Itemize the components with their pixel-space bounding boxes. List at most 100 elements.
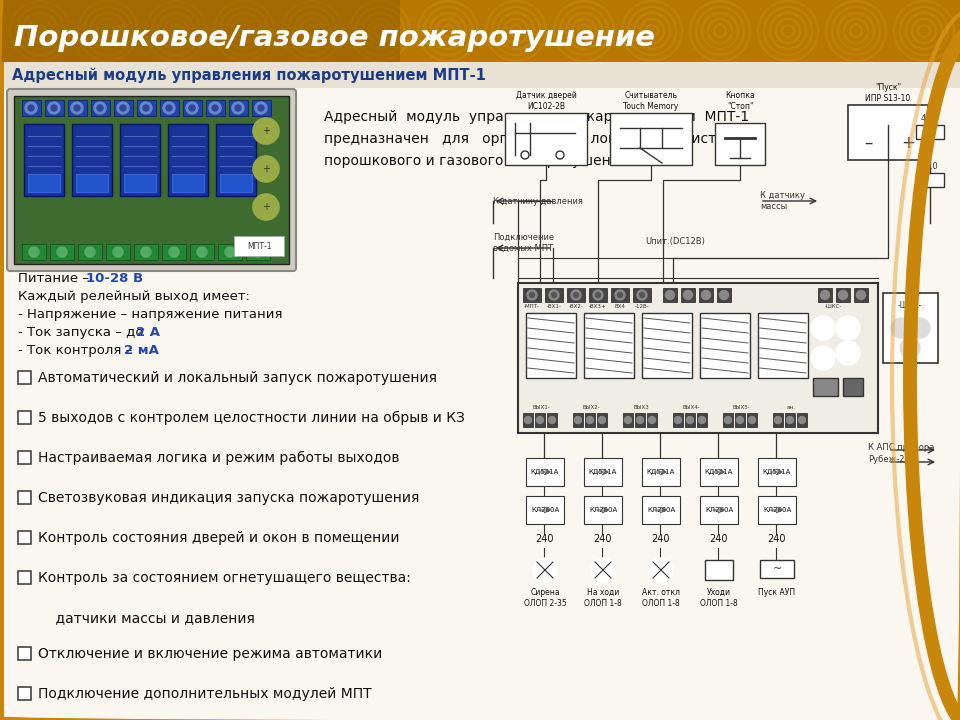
Bar — [134, 244, 158, 260]
Text: Подключение
ведомых МПТ: Подключение ведомых МПТ — [493, 233, 554, 253]
Bar — [505, 113, 587, 165]
Bar — [137, 100, 156, 116]
Circle shape — [530, 292, 535, 297]
Text: КД521А: КД521А — [763, 469, 791, 475]
Circle shape — [120, 105, 126, 111]
Circle shape — [85, 247, 95, 257]
Text: Контроль за состоянием огнетушащего вещества:: Контроль за состоянием огнетушащего веще… — [38, 571, 411, 585]
Bar — [518, 283, 878, 433]
Text: 5 выходов с контролем целостности линии на обрыв и КЗ: 5 выходов с контролем целостности линии … — [38, 411, 465, 425]
Bar — [758, 496, 796, 524]
Bar — [22, 100, 41, 116]
Text: Питание –: Питание – — [18, 272, 93, 285]
Bar — [573, 413, 583, 427]
Bar — [758, 458, 796, 486]
Text: 2 А: 2 А — [136, 326, 160, 339]
Bar — [172, 174, 204, 192]
Text: "Пуск"
ИПР S13-10: "Пуск" ИПР S13-10 — [865, 83, 911, 103]
Text: Адресный  модуль  управления  пожаротушением  МПТ-1: Адресный модуль управления пожаротушение… — [324, 110, 749, 124]
Bar — [584, 496, 622, 524]
Bar — [183, 100, 202, 116]
Bar — [813, 378, 838, 396]
Text: ВЫХ4-: ВЫХ4- — [683, 405, 700, 410]
Circle shape — [625, 416, 632, 423]
Text: 510: 510 — [923, 161, 938, 171]
Circle shape — [615, 290, 625, 300]
Bar — [114, 100, 133, 116]
Bar — [0, 62, 960, 88]
Circle shape — [905, 343, 915, 353]
Circle shape — [25, 102, 37, 114]
Circle shape — [549, 290, 559, 300]
Text: порошкового и газового пожаротушения.: порошкового и газового пожаротушения. — [324, 154, 633, 168]
Text: 240: 240 — [593, 534, 612, 544]
Text: 240: 240 — [709, 534, 729, 544]
Circle shape — [527, 290, 537, 300]
Circle shape — [186, 102, 198, 114]
Circle shape — [838, 290, 848, 300]
Text: Автоматический и локальный запуск пожаротушения: Автоматический и локальный запуск пожаро… — [38, 371, 437, 385]
Circle shape — [591, 558, 615, 582]
Bar — [547, 413, 557, 427]
Text: Уходи
ОЛОП 1-8: Уходи ОЛОП 1-8 — [700, 588, 738, 608]
Bar — [523, 413, 533, 427]
FancyBboxPatch shape — [7, 89, 296, 271]
Bar — [717, 288, 731, 302]
Bar — [697, 413, 707, 427]
Text: ВЫХ1-: ВЫХ1- — [532, 405, 550, 410]
Bar — [68, 100, 87, 116]
Bar — [160, 100, 179, 116]
Text: - Ток контроля –: - Ток контроля – — [18, 344, 136, 357]
Bar — [585, 413, 595, 427]
Bar — [597, 413, 607, 427]
Bar — [72, 124, 112, 196]
Text: ВХ4: ВХ4 — [614, 304, 625, 309]
Text: Считыватель
Touch Memory: Считыватель Touch Memory — [623, 91, 679, 111]
Text: Подключение дополнительных модулей МПТ: Подключение дополнительных модулей МПТ — [38, 687, 372, 701]
Bar — [18, 371, 31, 384]
Bar — [526, 458, 564, 486]
Text: Порошковое/газовое пожаротушение: Порошковое/газовое пожаротушение — [14, 24, 655, 52]
Circle shape — [699, 416, 706, 423]
Circle shape — [719, 290, 729, 300]
Text: ВЫХ5-: ВЫХ5- — [732, 405, 750, 410]
Circle shape — [821, 290, 829, 300]
Circle shape — [253, 156, 279, 182]
Circle shape — [811, 316, 835, 340]
Circle shape — [836, 341, 860, 365]
Circle shape — [749, 416, 756, 423]
Text: Пуск АУП: Пуск АУП — [758, 588, 796, 597]
Bar — [623, 413, 633, 427]
Text: КД521А: КД521А — [588, 469, 617, 475]
Bar — [106, 244, 130, 260]
Circle shape — [235, 105, 241, 111]
Circle shape — [197, 247, 207, 257]
Circle shape — [702, 290, 710, 300]
Text: КЛ280А: КЛ280А — [763, 507, 791, 513]
Bar — [635, 413, 645, 427]
Circle shape — [117, 102, 129, 114]
Text: -МПТ-: -МПТ- — [524, 304, 540, 309]
Text: Адресный модуль управления пожаротушением МПТ-1: Адресный модуль управления пожаротушение… — [12, 67, 486, 83]
Circle shape — [686, 416, 693, 423]
Bar — [699, 288, 713, 302]
Circle shape — [786, 416, 794, 423]
Circle shape — [587, 416, 593, 423]
Circle shape — [232, 102, 244, 114]
Bar — [24, 124, 64, 196]
Text: Светозвуковая индикация запуска пожаротушения: Светозвуковая индикация запуска пожароту… — [38, 491, 420, 505]
Bar — [758, 313, 808, 378]
Text: –: – — [864, 134, 873, 152]
Text: -ВХ3+: -ВХ3+ — [589, 304, 607, 309]
Circle shape — [617, 292, 622, 297]
Circle shape — [253, 118, 279, 144]
Circle shape — [551, 292, 557, 297]
Circle shape — [57, 247, 67, 257]
Circle shape — [255, 102, 267, 114]
Circle shape — [891, 318, 911, 338]
Text: - Ток запуска – до: - Ток запуска – до — [18, 326, 148, 339]
Bar — [0, 0, 400, 62]
Bar — [647, 413, 657, 427]
Circle shape — [74, 105, 80, 111]
Text: КЛ280А: КЛ280А — [647, 507, 675, 513]
